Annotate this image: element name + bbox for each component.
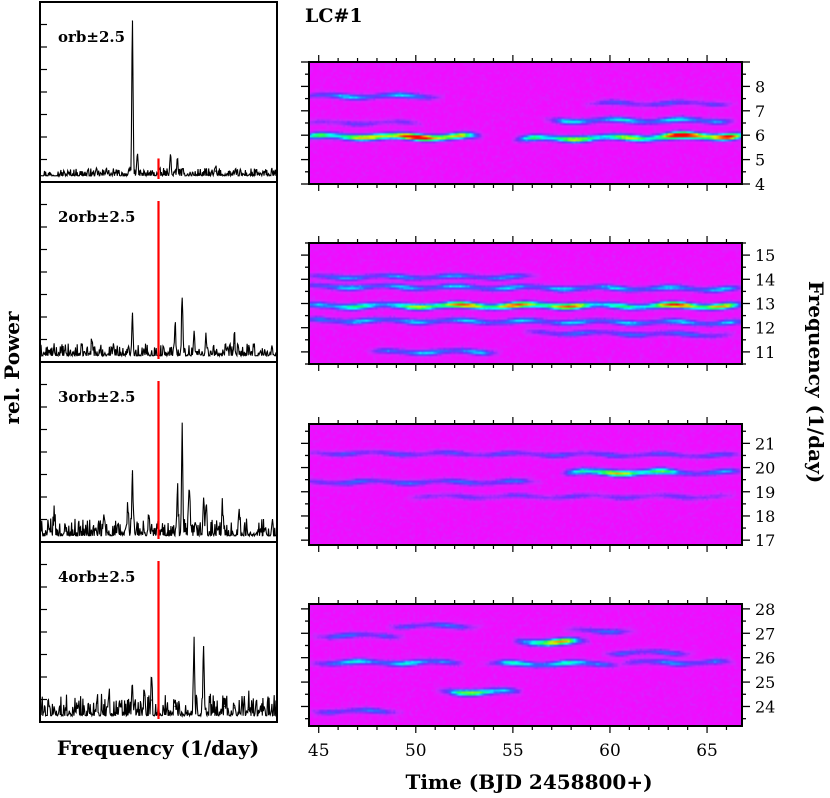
spectrum-peak [176, 494, 179, 496]
y-tick-label: 26 [755, 649, 775, 668]
y-tick-label: 4 [755, 175, 765, 194]
periodogram-panel: 3orb±2.5 [39, 361, 278, 543]
periodogram-label: 2orb±2.5 [58, 208, 136, 226]
periodogram-panels: orb±2.5 2orb±2.5 3orb±2.5 4orb±2.5 [39, 1, 278, 723]
spectrum-peak [53, 519, 55, 521]
spectrum-peak [150, 699, 152, 701]
spectrum-peak [205, 509, 207, 512]
heatmap-image [309, 243, 742, 364]
spectrum-peak [131, 20, 134, 22]
periodogram-panel: orb±2.5 [39, 1, 278, 183]
spectrum-peak [238, 516, 240, 518]
y-tick-label: 24 [755, 697, 775, 716]
spectrum-peak [224, 705, 226, 707]
heatmap-frame [308, 603, 743, 727]
x-tick-label: 65 [696, 741, 718, 761]
spectrum-peak [103, 517, 105, 520]
time-frequency-panel: 11 12 13 14 15 [301, 236, 775, 371]
spectrum-peak [169, 157, 171, 160]
spectrum-peak [202, 503, 205, 505]
y-tick-label: 7 [755, 102, 765, 121]
spectrum-peak [174, 705, 176, 707]
spectrum-peak [193, 647, 195, 649]
y-tick-label: 15 [755, 246, 775, 265]
spectrum-peak [233, 707, 235, 709]
y-tick-label: 13 [755, 295, 775, 314]
periodogram-frame [39, 541, 278, 723]
y-tick-label: 19 [755, 483, 775, 502]
right-x-axis-label: Time (BJD 2458800+) [405, 770, 652, 794]
right-y-axis-label: Frequency (1/day) [804, 281, 828, 483]
heatmap-image [309, 62, 742, 184]
spectrum-peak [143, 694, 145, 696]
spectrum-peak [131, 689, 134, 692]
y-tick-label: 14 [755, 270, 775, 289]
x-tick-label: 60 [599, 741, 621, 761]
y-tick-label: 11 [755, 343, 775, 362]
y-tick-label: 18 [755, 507, 775, 526]
heatmap-image [309, 424, 742, 545]
spectrum-peak [131, 473, 134, 475]
left-y-axis-label: rel. Power [0, 311, 24, 425]
spectrum-peak [181, 442, 183, 444]
y-tick-label: 5 [755, 151, 765, 170]
spectrum-peak [193, 334, 195, 336]
y-tick-label: 21 [755, 434, 775, 453]
spectrum-peak [233, 342, 235, 344]
spectrum-peak [112, 345, 115, 347]
spectrum-peak [131, 315, 134, 317]
x-tick-label: 55 [502, 741, 524, 761]
periodogram-panel: 4orb±2.5 [39, 541, 278, 723]
y-tick-label: 27 [755, 624, 775, 643]
time-frequency-panel: 4 5 6 7 8 [301, 55, 765, 194]
spectrum-peak [105, 170, 107, 172]
y-tick-label: 12 [755, 319, 775, 338]
time-frequency-panel: 17 18 19 20 21 [301, 417, 775, 552]
figure-title: LC#1 [305, 5, 363, 27]
spectrum-peak [176, 162, 179, 164]
spectrum-peak [136, 159, 138, 161]
periodogram-panel: 2orb±2.5 [39, 181, 278, 363]
spectrum-peak [108, 697, 110, 700]
spectrum-peak [96, 702, 98, 704]
spectrum-peak [247, 708, 250, 711]
spectrum-peak [148, 517, 150, 520]
spectrum-peak [181, 301, 183, 303]
y-tick-label: 20 [755, 459, 775, 478]
heatmap-image [309, 604, 742, 726]
heatmap-frame [308, 423, 743, 546]
spectrum-peak [214, 170, 216, 172]
time-frequency-panel: 24 25 26 27 28 45 50 55 60 65 [301, 597, 775, 761]
spectrum-peak [221, 514, 224, 516]
periodogram-label: 4orb±2.5 [58, 568, 136, 586]
spectrum-peak [127, 509, 129, 512]
x-tick-label: 45 [308, 741, 330, 761]
y-tick-label: 28 [755, 600, 775, 619]
y-tick-label: 17 [755, 531, 775, 550]
y-tick-label: 25 [755, 673, 775, 692]
left-x-axis-label: Frequency (1/day) [57, 736, 259, 760]
spectrum-peak [174, 326, 176, 328]
y-tick-label: 6 [755, 126, 765, 145]
periodogram-label: 3orb±2.5 [58, 388, 136, 406]
spectrum-peak [188, 491, 190, 493]
spectrum-peak [202, 647, 205, 649]
spectrum-peak [91, 342, 93, 344]
spectrum-peak [205, 339, 207, 341]
spectrum-peak [77, 707, 79, 709]
periodogram-label: orb±2.5 [58, 28, 125, 46]
x-tick-label: 50 [405, 741, 427, 761]
y-tick-label: 8 [755, 77, 765, 96]
